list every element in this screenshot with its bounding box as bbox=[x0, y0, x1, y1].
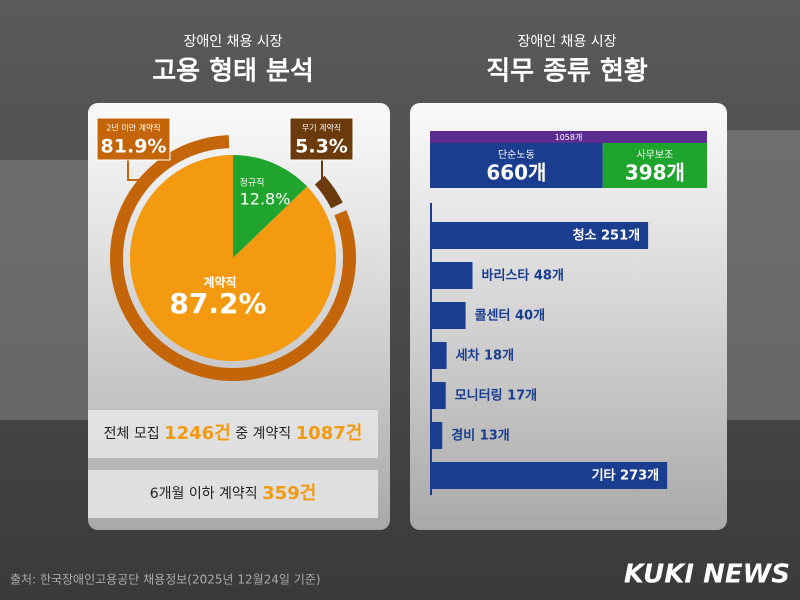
pie-slice bbox=[233, 155, 308, 258]
summary-number: 359건 bbox=[262, 483, 316, 504]
segment-name: 사무보조 bbox=[636, 149, 673, 161]
segment-name: 단순노동 bbox=[498, 149, 535, 161]
total-bar bbox=[430, 131, 707, 143]
pie-slice bbox=[130, 155, 337, 361]
total-label: 1058개 bbox=[555, 132, 583, 142]
bar-label: 바리스타 48개 bbox=[482, 268, 564, 284]
summary-text: 중 계약직 bbox=[231, 426, 296, 442]
summary-number: 1087건 bbox=[296, 423, 363, 444]
summary-text: 전체 모집 bbox=[104, 426, 164, 442]
summary-line: 6개월 이하 계약직 359건 bbox=[150, 483, 317, 504]
bar-label: 청소 251개 bbox=[573, 228, 641, 244]
right-panel bbox=[410, 103, 727, 530]
slice-label: 계약직 bbox=[203, 275, 236, 290]
slice-value: 12.8% bbox=[240, 190, 291, 209]
bar bbox=[431, 382, 446, 409]
ring-segment bbox=[314, 175, 343, 209]
bar bbox=[431, 462, 668, 489]
summary-number: 1246건 bbox=[164, 423, 231, 444]
ring-label: 무기 계약직 bbox=[302, 123, 341, 133]
ring-value: 5.3% bbox=[295, 136, 348, 158]
ring-label: 2년 미만 계약직 bbox=[106, 123, 160, 133]
bar-label: 모니터링 17개 bbox=[455, 388, 537, 404]
source: 출처: 한국장애인고용공단 채용정보(2025년 12월24일 기준) bbox=[10, 573, 321, 587]
bar bbox=[431, 422, 443, 449]
bar-label: 콜센터 40개 bbox=[475, 308, 545, 324]
summary-line: 전체 모집 1246건 중 계약직 1087건 bbox=[104, 423, 363, 444]
summary-box bbox=[88, 470, 378, 518]
logo: KUKI NEWS bbox=[624, 560, 790, 590]
bar bbox=[431, 262, 473, 289]
bar bbox=[431, 222, 649, 249]
bar bbox=[431, 302, 466, 329]
slice-value: 87.2% bbox=[169, 287, 266, 320]
title: 고용 형태 분석 bbox=[152, 57, 314, 87]
subtitle: 장애인 채용 시장 bbox=[183, 34, 282, 50]
bar bbox=[431, 342, 447, 369]
label-box bbox=[289, 117, 354, 161]
building bbox=[0, 160, 88, 420]
bar-label: 기타 273개 bbox=[592, 468, 660, 484]
building bbox=[727, 130, 800, 420]
label-box bbox=[96, 117, 171, 161]
connector bbox=[127, 160, 142, 181]
bar-segment bbox=[430, 143, 603, 188]
slice-label: 정규직 bbox=[240, 178, 265, 189]
bar-label: 세차 18개 bbox=[456, 348, 515, 364]
segment-value: 660개 bbox=[486, 161, 546, 185]
title: 직무 종류 현황 bbox=[486, 57, 648, 87]
ring-value: 81.9% bbox=[101, 136, 167, 158]
segment-value: 398개 bbox=[625, 161, 685, 185]
summary-box bbox=[88, 410, 378, 458]
bar-label: 경비 13개 bbox=[451, 428, 510, 444]
summary-text: 6개월 이하 계약직 bbox=[150, 486, 262, 502]
subtitle: 장애인 채용 시장 bbox=[517, 34, 616, 50]
bar-segment bbox=[602, 143, 707, 188]
